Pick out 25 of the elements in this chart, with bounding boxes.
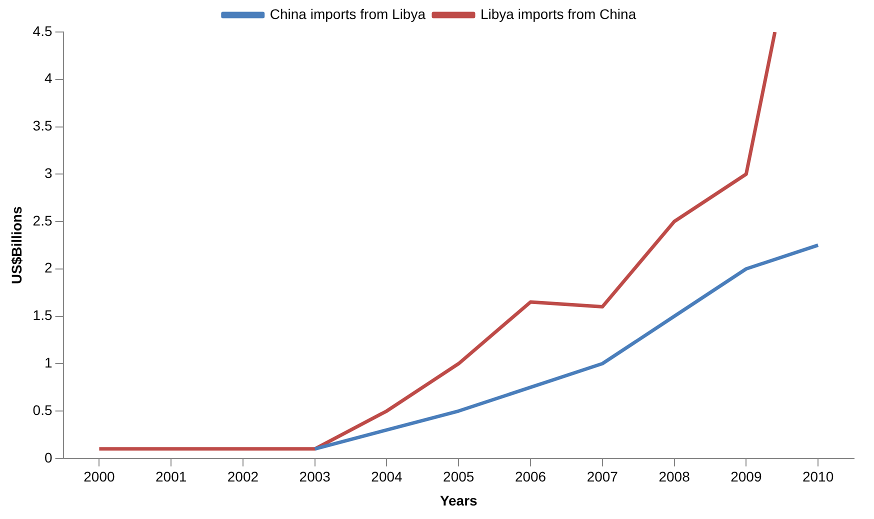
x-tick-label: 2002 [227,468,259,485]
x-tick-label: 2009 [730,468,762,485]
y-tick-label: 2.5 [32,212,52,228]
y-tick-label: 4.5 [32,22,52,39]
y-tick-label: 0 [44,449,52,466]
y-tick-label: 0.5 [32,402,52,418]
y-tick-label: 1.5 [32,307,52,324]
x-tick-label: 2004 [371,468,403,485]
x-tick-label: 2000 [84,468,115,485]
x-tick-label: 2005 [443,468,474,485]
x-tick-label: 2008 [658,468,690,485]
x-tick-label: 2001 [156,468,187,485]
x-axis-title: Years [440,492,478,508]
legend-label: China imports from Libya [270,6,426,22]
legend-label: Libya imports from China [480,6,636,22]
y-tick-label: 1 [44,354,52,371]
y-tick-label: 3 [44,164,52,181]
y-tick-label: 2 [44,260,52,276]
x-tick-label: 2010 [802,468,834,485]
x-tick-label: 2003 [299,468,331,485]
x-tick-label: 2006 [514,468,546,485]
y-axis-title: US$Billions [8,206,24,284]
y-tick-label: 3.5 [32,118,52,134]
x-tick-label: 2007 [586,468,618,485]
y-tick-label: 4 [44,70,52,86]
